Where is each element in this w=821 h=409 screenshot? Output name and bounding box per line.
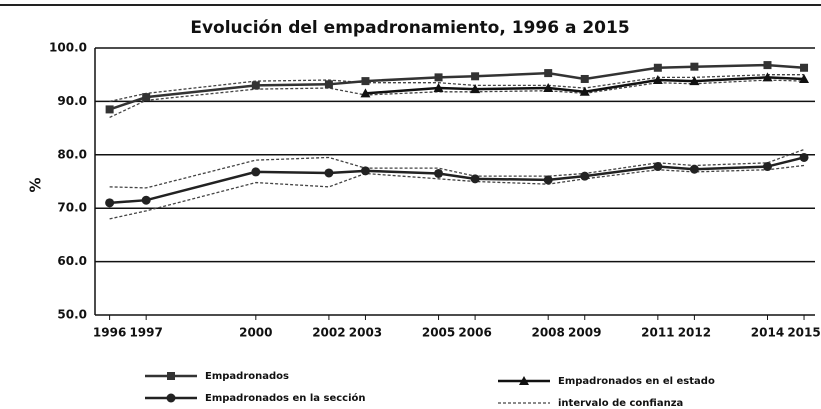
y-axis-label: %: [27, 177, 45, 192]
legend-marker: [167, 372, 175, 380]
x-tick-label: 2000: [239, 326, 272, 340]
series-marker: [105, 198, 115, 208]
legend-label: Empadronados en el estado: [558, 376, 715, 387]
series-marker: [763, 61, 772, 70]
series-marker: [142, 93, 151, 102]
legend-marker: [166, 393, 176, 403]
series-marker: [689, 76, 700, 86]
legend-label: intervalo de confianza: [558, 398, 683, 409]
legend-label: Empadronados: [205, 371, 289, 382]
x-tick-label: 1996: [93, 326, 126, 340]
x-tick-label: 2015: [787, 326, 820, 340]
series-marker: [689, 164, 699, 174]
series-marker: [360, 88, 371, 98]
series-marker: [471, 72, 480, 81]
x-tick-label: 2006: [458, 326, 491, 340]
legend-marker: [519, 376, 529, 385]
series-marker: [580, 171, 590, 181]
x-tick-label: 2008: [531, 326, 564, 340]
y-tick-label: 100.0: [49, 41, 87, 55]
series-marker: [653, 63, 662, 72]
series-marker: [690, 62, 699, 71]
series-marker: [434, 73, 443, 82]
series-marker: [470, 84, 481, 94]
series-marker: [580, 74, 589, 83]
series-marker: [652, 75, 663, 85]
series-marker: [470, 174, 480, 184]
chart-title: Evolución del empadronamiento, 1996 a 20…: [190, 18, 629, 38]
x-tick-label: 2009: [568, 326, 601, 340]
series-marker: [799, 73, 810, 83]
series-marker: [251, 167, 261, 177]
x-tick-label: 2014: [751, 326, 784, 340]
series-marker: [434, 168, 444, 178]
series-marker: [762, 72, 773, 82]
series-marker: [361, 77, 370, 86]
series-marker: [543, 175, 553, 185]
series-marker: [800, 63, 809, 72]
x-tick-label: 2002: [312, 326, 345, 340]
x-tick-label: 2012: [678, 326, 711, 340]
y-tick-label: 90.0: [57, 94, 87, 108]
series-marker: [105, 105, 114, 114]
series-marker: [141, 195, 151, 205]
series-marker: [799, 152, 809, 162]
series-marker: [324, 168, 334, 178]
interval-line: [109, 164, 805, 220]
series-marker: [653, 162, 663, 172]
x-tick-label: 2011: [641, 326, 674, 340]
x-tick-label: 1997: [129, 326, 162, 340]
series-marker: [543, 83, 554, 93]
series-marker: [324, 80, 333, 89]
y-tick-label: 80.0: [57, 147, 87, 161]
y-tick-label: 60.0: [57, 254, 87, 268]
legend-label: Empadronados en la sección: [205, 392, 366, 404]
series-line: [109, 156, 805, 205]
x-tick-label: 2003: [349, 326, 382, 340]
series-line: [109, 63, 805, 111]
series-marker: [433, 83, 444, 93]
y-tick-label: 50.0: [57, 308, 87, 322]
series-marker: [579, 86, 590, 96]
series-marker: [762, 162, 772, 172]
x-tick-label: 2005: [422, 326, 455, 340]
series-marker: [544, 69, 553, 78]
series-marker: [360, 166, 370, 176]
y-tick-label: 70.0: [57, 201, 87, 215]
series-marker: [251, 81, 260, 90]
